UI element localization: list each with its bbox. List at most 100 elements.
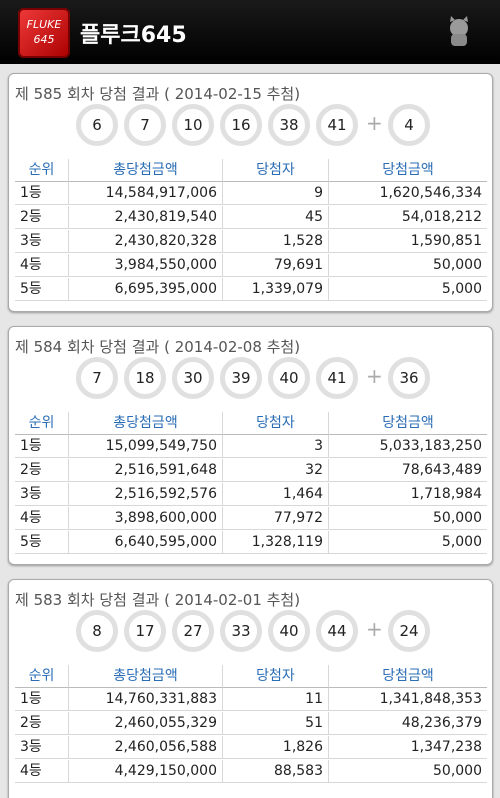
table-header-cell: 순위 [15, 159, 69, 182]
table-cell: 77,972 [223, 507, 329, 530]
table-cell: 1,328,119 [223, 531, 329, 554]
table-header-cell: 당첨자 [223, 665, 329, 688]
table-cell: 2등 [15, 459, 69, 482]
number-ball: 41 [316, 357, 358, 399]
table-cell: 2,460,055,329 [69, 712, 223, 735]
number-ball: 10 [172, 104, 214, 146]
number-ball: 40 [268, 610, 310, 652]
bonus-plus: + [366, 364, 383, 388]
number-ball: 6 [76, 104, 118, 146]
menu-icon[interactable] [444, 16, 474, 48]
table-cell: 11 [223, 688, 329, 711]
table-cell: 5등 [15, 278, 69, 301]
number-ball: 18 [124, 357, 166, 399]
table-cell: 3등 [15, 230, 69, 253]
table-cell: 2,460,056,588 [69, 736, 223, 759]
table-cell: 1,339,079 [223, 278, 329, 301]
logo-text: 645 [33, 33, 55, 46]
table-cell: 6,695,395,000 [69, 278, 223, 301]
table-header-cell: 총당첨금액 [69, 412, 223, 435]
bonus-ball: 36 [388, 357, 430, 399]
table-cell: 54,018,212 [329, 206, 487, 229]
number-ball: 39 [220, 357, 262, 399]
table-cell: 3,984,550,000 [69, 254, 223, 277]
table-cell: 48,236,379 [329, 712, 487, 735]
bonus-ball: 24 [388, 610, 430, 652]
draw-card[interactable]: 제 583 회차 당첨 결과 ( 2014-02-01 추첨) 8 17 27 33 40… [8, 579, 493, 798]
number-ball: 38 [268, 104, 310, 146]
draw-title: 제 585 회차 당첨 결과 ( 2014-02-15 추첨) [15, 85, 301, 103]
number-ball: 7 [124, 104, 166, 146]
logo-text: FLUKE [26, 18, 62, 31]
table-cell: 3등 [15, 483, 69, 506]
number-ball: 40 [268, 357, 310, 399]
table-cell: 2,516,592,576 [69, 483, 223, 506]
draw-card[interactable]: 제 584 회차 당첨 결과 ( 2014-02-08 추첨) 7 18 30 39 40… [8, 326, 493, 565]
table-cell: 5,000 [329, 531, 487, 554]
table-cell: 6,640,595,000 [69, 531, 223, 554]
table-cell: 2,430,820,328 [69, 230, 223, 253]
table-cell: 1,464 [223, 483, 329, 506]
table-cell: 1,341,848,353 [329, 688, 487, 711]
table-header-cell: 순위 [15, 412, 69, 435]
table-cell: 1등 [15, 182, 69, 205]
table-cell: 3,898,600,000 [69, 507, 223, 530]
draw-card[interactable]: 제 585 회차 당첨 결과 ( 2014-02-15 추첨) 6 7 10 16 38 4… [8, 73, 493, 312]
table-header-cell: 당첨금액 [329, 665, 487, 688]
table-cell: 1,620,546,334 [329, 182, 487, 205]
table-cell: 50,000 [329, 507, 487, 530]
table-cell: 4등 [15, 507, 69, 530]
number-ball: 33 [220, 610, 262, 652]
table-cell: 4등 [15, 760, 69, 783]
table-cell: 50,000 [329, 760, 487, 783]
number-ball: 7 [76, 357, 118, 399]
table-cell: 1등 [15, 435, 69, 458]
table-cell: 4,429,150,000 [69, 760, 223, 783]
table-cell: 3등 [15, 736, 69, 759]
table-cell: 15,099,549,750 [69, 435, 223, 458]
table-header-cell: 순위 [15, 665, 69, 688]
table-cell: 14,584,917,006 [69, 182, 223, 205]
draw-title: 제 584 회차 당첨 결과 ( 2014-02-08 추첨) [15, 338, 301, 356]
table-cell: 2,516,591,648 [69, 459, 223, 482]
table-cell: 51 [223, 712, 329, 735]
number-ball: 44 [316, 610, 358, 652]
draw-title: 제 583 회차 당첨 결과 ( 2014-02-01 추첨) [15, 591, 301, 609]
number-ball: 16 [220, 104, 262, 146]
number-ball: 27 [172, 610, 214, 652]
table-header-cell: 당첨자 [223, 159, 329, 182]
table-cell: 4등 [15, 254, 69, 277]
app-title: 플루크645 [80, 23, 187, 48]
table-cell: 1,347,238 [329, 736, 487, 759]
table-cell: 1등 [15, 688, 69, 711]
number-ball: 41 [316, 104, 358, 146]
table-cell: 50,000 [329, 254, 487, 277]
app-logo: FLUKE 645 [18, 8, 70, 58]
table-cell: 2,430,819,540 [69, 206, 223, 229]
table-cell: 45 [223, 206, 329, 229]
table-cell: 5등 [15, 531, 69, 554]
table-cell: 1,826 [223, 736, 329, 759]
table-cell: 9 [223, 182, 329, 205]
table-cell: 5,033,183,250 [329, 435, 487, 458]
table-cell: 1,528 [223, 230, 329, 253]
table-header-cell: 총당첨금액 [69, 159, 223, 182]
table-header-cell: 당첨자 [223, 412, 329, 435]
table-cell: 32 [223, 459, 329, 482]
bonus-ball: 4 [388, 104, 430, 146]
number-ball: 17 [124, 610, 166, 652]
table-cell: 2등 [15, 712, 69, 735]
table-header-cell: 당첨금액 [329, 159, 487, 182]
table-cell: 1,718,984 [329, 483, 487, 506]
table-cell: 79,691 [223, 254, 329, 277]
table-cell: 5,000 [329, 278, 487, 301]
table-cell: 3 [223, 435, 329, 458]
table-header-cell: 총당첨금액 [69, 665, 223, 688]
table-header-cell: 당첨금액 [329, 412, 487, 435]
number-ball: 30 [172, 357, 214, 399]
table-cell: 1,590,851 [329, 230, 487, 253]
table-cell: 78,643,489 [329, 459, 487, 482]
table-cell: 88,583 [223, 760, 329, 783]
